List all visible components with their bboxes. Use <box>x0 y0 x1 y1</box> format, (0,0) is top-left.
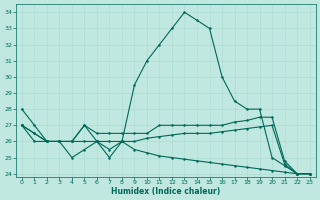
X-axis label: Humidex (Indice chaleur): Humidex (Indice chaleur) <box>111 187 220 196</box>
